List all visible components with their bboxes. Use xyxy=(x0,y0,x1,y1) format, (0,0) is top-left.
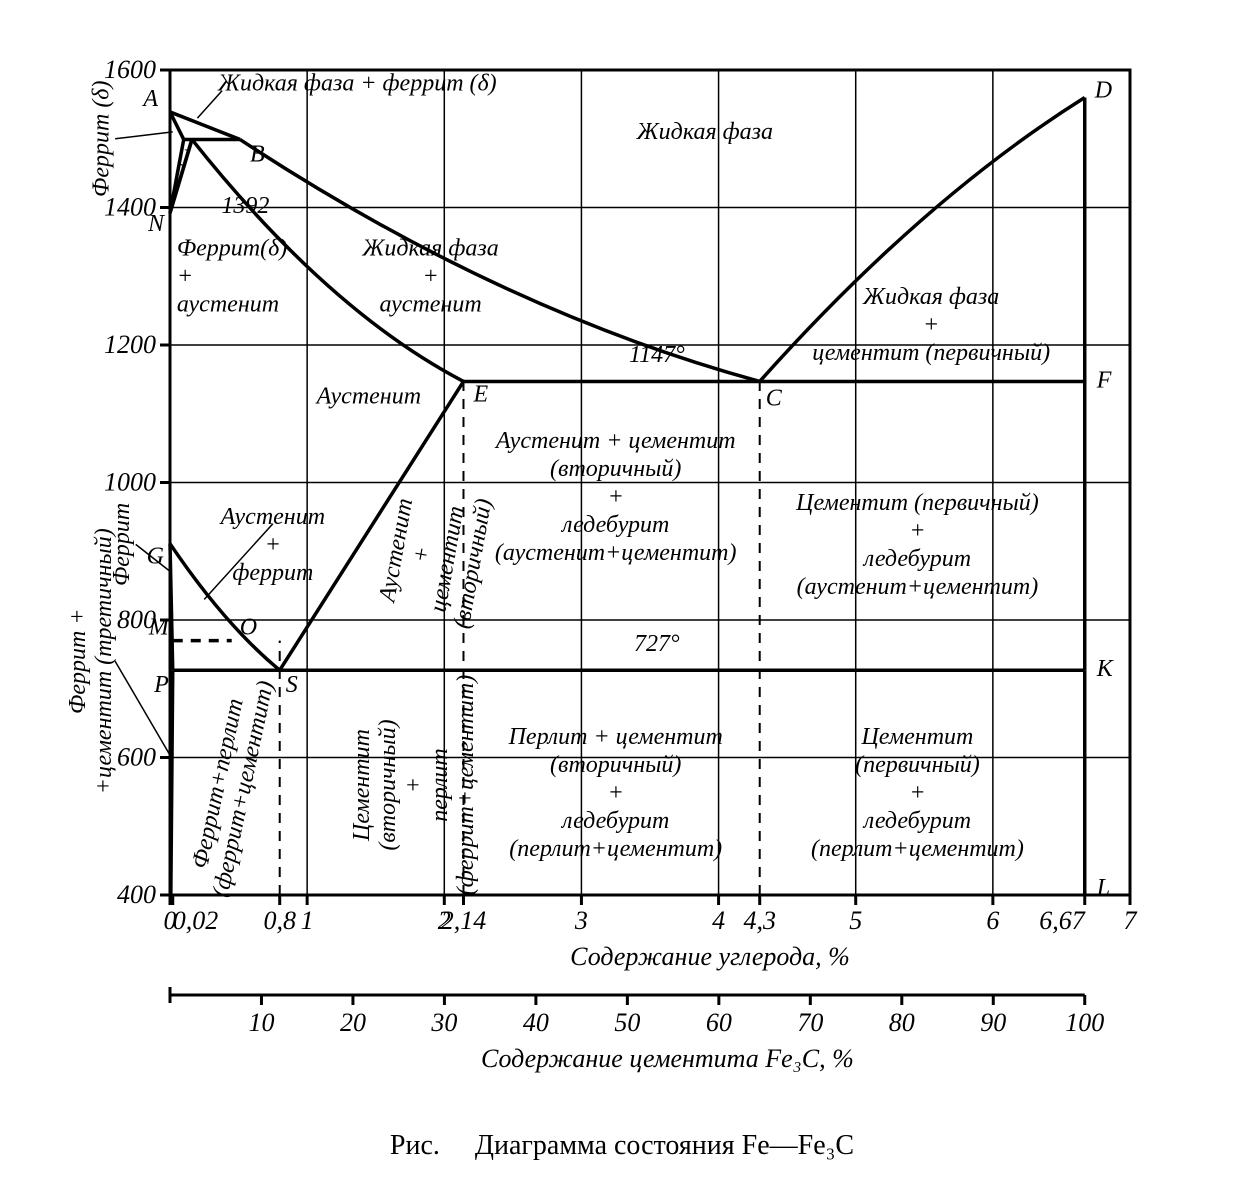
x-axis-cementite-label: Содержание цементита Fe₃C, % xyxy=(481,1044,854,1073)
point-label-L: L xyxy=(1096,875,1110,901)
point-label-G: G xyxy=(147,544,164,570)
rotated-label: Феррит+перлит(феррит+цементит) xyxy=(182,673,279,899)
region-label: Жидкая фаза + феррит (δ) xyxy=(217,71,497,97)
region-label: Аустенит xyxy=(315,383,421,409)
page: 400600800100012001400160000,020,8122,143… xyxy=(0,0,1244,1190)
phase-diagram: 400600800100012001400160000,020,8122,143… xyxy=(0,0,1244,1190)
x-cementite-tick-label: 40 xyxy=(523,1008,549,1037)
x-cementite-tick-label: 50 xyxy=(614,1008,640,1037)
svg-text:Аустенит+цементит(вторичный): Аустенит+цементит(вторичный) xyxy=(372,483,497,630)
x-cementite-tick-label: 20 xyxy=(340,1008,366,1037)
x-cementite-tick-label: 10 xyxy=(248,1008,274,1037)
rotated-label: Феррит (δ) xyxy=(88,81,114,197)
svg-text:Феррит ++цементит (третичный): Феррит ++цементит (третичный) xyxy=(65,528,117,794)
point-label-E: E xyxy=(472,381,488,407)
figure-caption: Рис. Диаграмма состояния Fe—Fe₃C xyxy=(0,1130,1244,1162)
y-tick-label: 1600 xyxy=(104,55,156,84)
svg-text:Феррит+перлит(феррит+цементит): Феррит+перлит(феррит+цементит) xyxy=(182,673,279,899)
point-label-D: D xyxy=(1094,78,1112,104)
x-axis-carbon-label: Содержание углерода, % xyxy=(570,942,850,971)
y-tick-label: 1000 xyxy=(104,468,156,497)
point-label-S: S xyxy=(286,672,298,698)
caption-text: Диаграмма состояния Fe—Fe₃C xyxy=(475,1130,854,1161)
region-label: Цементит(первичный)+ледебурит(перлит+цем… xyxy=(811,724,1024,862)
point-label-O: O xyxy=(240,615,257,641)
x-carbon-tick-label: 3 xyxy=(574,906,588,935)
svg-text:Цементит(вторичный)+перлит(фер: Цементит(вторичный)+перлит(феррит+цемент… xyxy=(349,675,479,895)
point-label-J: J xyxy=(179,145,191,171)
point-label-P: P xyxy=(153,672,169,698)
temp-annotation: 1147° xyxy=(629,342,685,368)
temp-annotation: 727° xyxy=(634,631,680,657)
x-carbon-tick-label: 6,67 xyxy=(1039,906,1086,935)
x-carbon-tick-label: 4,3 xyxy=(743,906,776,935)
region-label: Жидкая фаза xyxy=(636,119,773,145)
x-cementite-tick-label: 90 xyxy=(980,1008,1006,1037)
x-cementite-tick-label: 30 xyxy=(430,1008,457,1037)
rotated-label: Цементит(вторичный)+перлит(феррит+цемент… xyxy=(349,675,479,895)
x-carbon-tick-label: 2,14 xyxy=(441,906,487,935)
point-label-M: M xyxy=(148,615,171,641)
x-carbon-tick-label: 7 xyxy=(1124,906,1138,935)
point-label-A: A xyxy=(141,86,158,112)
region-label: Перлит + цементит(вторичный)+ледебурит(п… xyxy=(508,724,723,862)
x-carbon-tick-label: 6 xyxy=(986,906,999,935)
region-label: Феррит(δ)+аустенит xyxy=(177,236,287,318)
rotated-label: Аустенит+цементит(вторичный) xyxy=(372,483,497,630)
point-label-C: C xyxy=(766,385,783,411)
rotated-label: Феррит ++цементит (третичный) xyxy=(65,528,117,794)
leader-line xyxy=(115,132,173,139)
region-label: Цементит (первичный)+ледебурит(аустенит+… xyxy=(795,490,1039,600)
x-cementite-tick-label: 80 xyxy=(889,1008,915,1037)
x-carbon-tick-label: 0,02 xyxy=(173,906,219,935)
point-label-N: N xyxy=(147,211,166,237)
x-cementite-tick-label: 70 xyxy=(797,1008,823,1037)
x-cementite-tick-label: 100 xyxy=(1065,1008,1104,1037)
x-carbon-tick-label: 1 xyxy=(301,906,314,935)
svg-text:Феррит (δ): Феррит (δ) xyxy=(88,81,114,197)
point-label-F: F xyxy=(1096,367,1112,393)
y-tick-label: 400 xyxy=(117,880,156,909)
x-carbon-tick-label: 5 xyxy=(849,906,862,935)
x-carbon-tick-label: 0,8 xyxy=(263,906,296,935)
y-tick-label: 1200 xyxy=(104,330,156,359)
region-label: Жидкая фаза+цементит (первичный) xyxy=(812,284,1050,366)
y-tick-label: 600 xyxy=(117,743,156,772)
region-label: Аустенит + цементит(вторичный)+ледебурит… xyxy=(494,428,737,566)
temp-annotation: 1392 xyxy=(221,193,269,219)
x-cementite-tick-label: 60 xyxy=(706,1008,732,1037)
point-label-K: K xyxy=(1096,656,1115,682)
point-label-B: B xyxy=(250,141,265,167)
caption-prefix: Рис. xyxy=(390,1130,440,1161)
x-carbon-tick-label: 4 xyxy=(712,906,725,935)
region-label: Аустенит+феррит xyxy=(219,504,325,586)
phase-line-PQ xyxy=(171,670,173,895)
